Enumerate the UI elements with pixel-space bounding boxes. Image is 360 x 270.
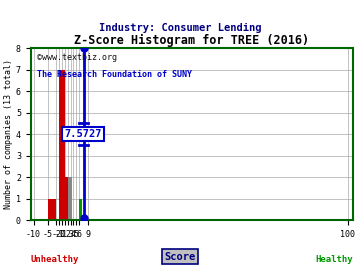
- Text: ©www.textbiz.org: ©www.textbiz.org: [37, 53, 117, 62]
- Text: 7.5727: 7.5727: [64, 129, 102, 139]
- Bar: [65, 177, 68, 220]
- Bar: [48, 199, 57, 220]
- Text: Healthy: Healthy: [316, 255, 353, 264]
- Text: Score: Score: [165, 251, 195, 262]
- Bar: [79, 199, 82, 220]
- Text: The Research Foundation of SUNY: The Research Foundation of SUNY: [37, 70, 192, 79]
- Y-axis label: Number of companies (13 total): Number of companies (13 total): [4, 59, 13, 209]
- Text: Industry: Consumer Lending: Industry: Consumer Lending: [99, 23, 261, 33]
- Bar: [59, 70, 65, 220]
- Title: Z-Score Histogram for TREE (2016): Z-Score Histogram for TREE (2016): [75, 34, 310, 47]
- Text: Unhealthy: Unhealthy: [31, 255, 79, 264]
- Bar: [68, 177, 72, 220]
